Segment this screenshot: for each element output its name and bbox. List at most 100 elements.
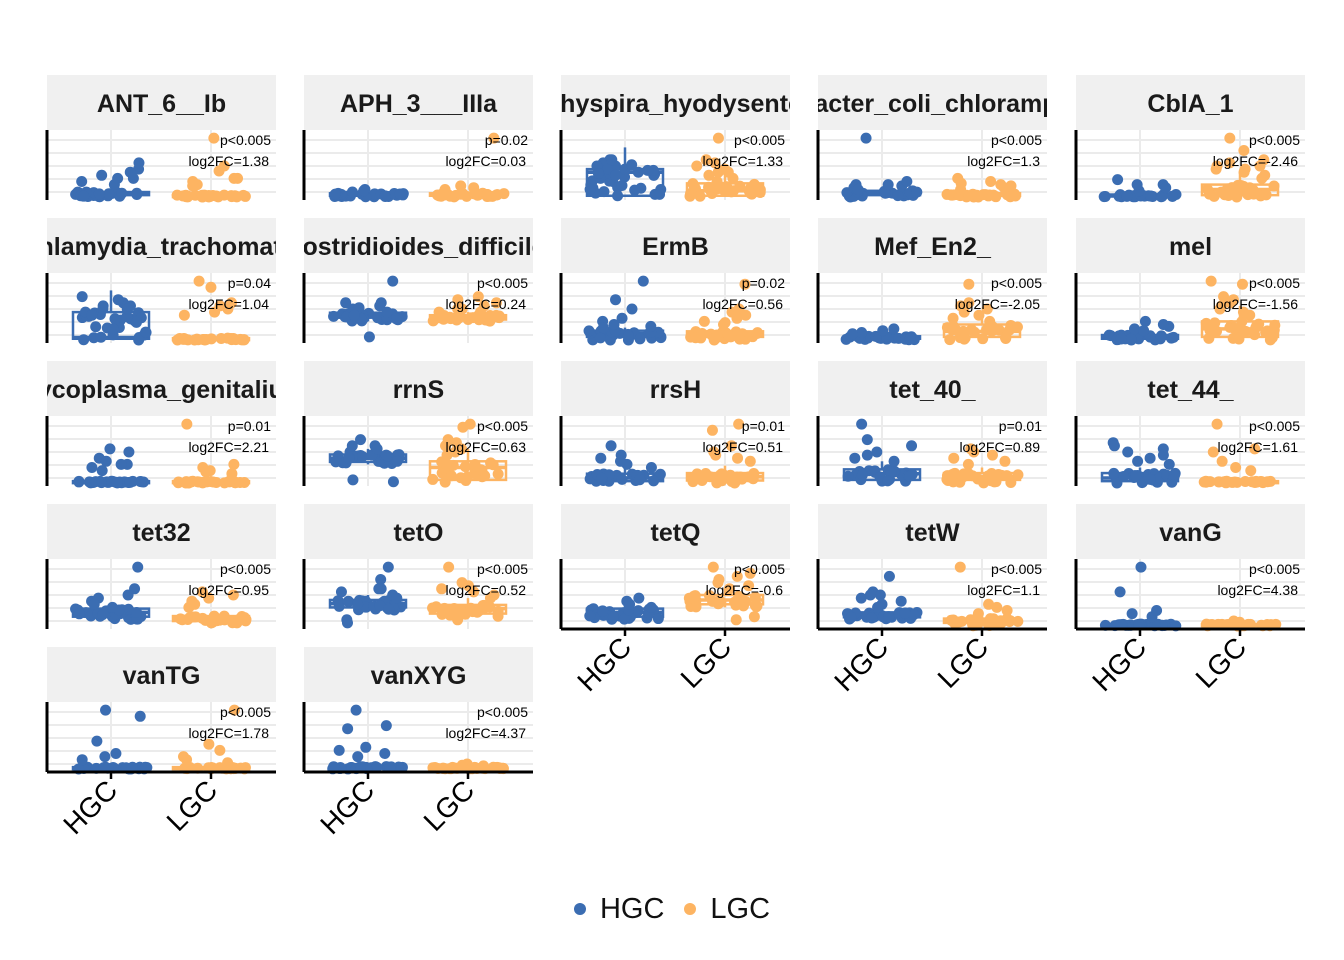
- point-hgc: [134, 710, 146, 722]
- point-hgc: [342, 595, 354, 607]
- point-lgc: [711, 176, 723, 187]
- point-hgc: [328, 310, 340, 322]
- point-lgc: [725, 440, 737, 452]
- strip-title: tet_44_: [1147, 376, 1234, 404]
- point-lgc: [726, 306, 738, 318]
- p-value-label: p<0.005: [220, 561, 271, 577]
- point-hgc: [343, 452, 355, 464]
- point-hgc: [346, 186, 358, 198]
- point-lgc: [740, 309, 752, 321]
- point-hgc: [642, 164, 654, 176]
- point-hgc: [1139, 315, 1151, 327]
- legend-key-hgc: [573, 903, 586, 915]
- point-hgc: [1131, 179, 1143, 191]
- p-value-label: p=0.01: [228, 418, 271, 434]
- x-tick-label: LGC: [161, 774, 224, 837]
- strip-background: [47, 647, 276, 702]
- point-lgc: [492, 468, 504, 480]
- point-hgc: [632, 605, 644, 617]
- log2fc-label: log2FC=-0.6: [706, 582, 784, 598]
- panels-layer: ANT_6__Ib p<0.005 log2FC=1.38 APH_3___IIIap…: [45, 75, 1305, 840]
- facet-panel: Enterobacter_coli_chloramphenicol p<0.005…: [816, 75, 1047, 203]
- point-lgc: [1209, 317, 1221, 329]
- point-hgc: [1169, 469, 1181, 481]
- point-hgc: [861, 449, 873, 461]
- point-lgc: [200, 334, 212, 346]
- x-tick-label: HGC: [828, 631, 894, 697]
- strip-title: rrnS: [393, 376, 444, 404]
- point-hgc: [86, 309, 98, 321]
- point-lgc: [687, 178, 699, 190]
- point-hgc: [375, 574, 387, 585]
- point-hgc: [1166, 190, 1178, 202]
- point-lgc: [1261, 476, 1273, 488]
- strip-title: CblA_1: [1147, 90, 1233, 118]
- point-hgc: [350, 704, 362, 716]
- point-lgc: [1001, 605, 1013, 616]
- strip-title: ErmB: [642, 233, 709, 261]
- point-lgc: [1216, 455, 1228, 467]
- point-hgc: [91, 735, 103, 747]
- point-hgc: [584, 183, 596, 195]
- p-value-label: p<0.005: [477, 418, 528, 434]
- x-tick-label: HGC: [314, 774, 380, 840]
- point-hgc: [892, 190, 904, 202]
- point-lgc: [977, 333, 989, 345]
- point-hgc: [86, 462, 98, 473]
- point-hgc: [132, 561, 144, 573]
- point-hgc: [382, 561, 394, 573]
- point-hgc: [871, 446, 883, 458]
- point-hgc: [904, 470, 916, 482]
- point-lgc: [739, 278, 751, 290]
- point-lgc: [208, 132, 220, 144]
- point-hgc: [394, 188, 406, 200]
- point-lgc: [456, 443, 468, 455]
- point-hgc: [606, 154, 618, 166]
- legend: HGC LGC: [0, 888, 1344, 930]
- point-hgc: [885, 466, 897, 478]
- point-hgc: [135, 476, 147, 488]
- point-lgc: [958, 306, 970, 318]
- point-lgc: [222, 757, 234, 769]
- facet-panel: vanG p<0.005 log2FC=4.38 HGC LGC: [1074, 504, 1305, 697]
- strip-title: vanG: [1159, 519, 1222, 547]
- log2fc-label: log2FC=0.89: [959, 439, 1040, 455]
- point-hgc: [348, 309, 360, 321]
- point-hgc: [607, 611, 619, 623]
- point-lgc: [213, 165, 225, 177]
- point-hgc: [1133, 618, 1145, 630]
- point-lgc: [1224, 157, 1236, 169]
- point-lgc: [1012, 469, 1024, 481]
- point-hgc: [616, 473, 628, 485]
- point-lgc: [475, 306, 487, 318]
- point-hgc: [112, 172, 124, 184]
- point-lgc: [684, 190, 696, 202]
- strip-title: tet_40_: [889, 376, 976, 404]
- p-value-label: p<0.005: [477, 704, 528, 720]
- point-hgc: [645, 320, 657, 332]
- point-lgc: [748, 468, 760, 480]
- point-lgc: [982, 190, 994, 202]
- point-lgc: [484, 601, 496, 613]
- point-lgc: [178, 309, 190, 321]
- point-lgc: [440, 440, 452, 452]
- point-lgc: [433, 306, 445, 318]
- point-hgc: [1126, 608, 1138, 620]
- point-hgc: [1122, 446, 1134, 458]
- point-lgc: [193, 275, 205, 287]
- point-lgc: [1005, 180, 1017, 192]
- point-lgc: [1236, 278, 1248, 290]
- point-hgc: [1108, 440, 1120, 452]
- point-hgc: [883, 570, 895, 582]
- strip-background: [818, 75, 1047, 130]
- log2fc-label: log2FC=0.03: [445, 153, 526, 169]
- log2fc-label: log2FC=0.56: [702, 296, 783, 312]
- point-hgc: [351, 598, 363, 610]
- point-hgc: [597, 605, 609, 617]
- point-hgc: [140, 327, 152, 339]
- point-lgc: [700, 154, 712, 166]
- point-hgc: [381, 306, 393, 318]
- point-hgc: [652, 613, 664, 625]
- point-hgc: [333, 744, 345, 756]
- p-value-label: p<0.005: [734, 132, 785, 148]
